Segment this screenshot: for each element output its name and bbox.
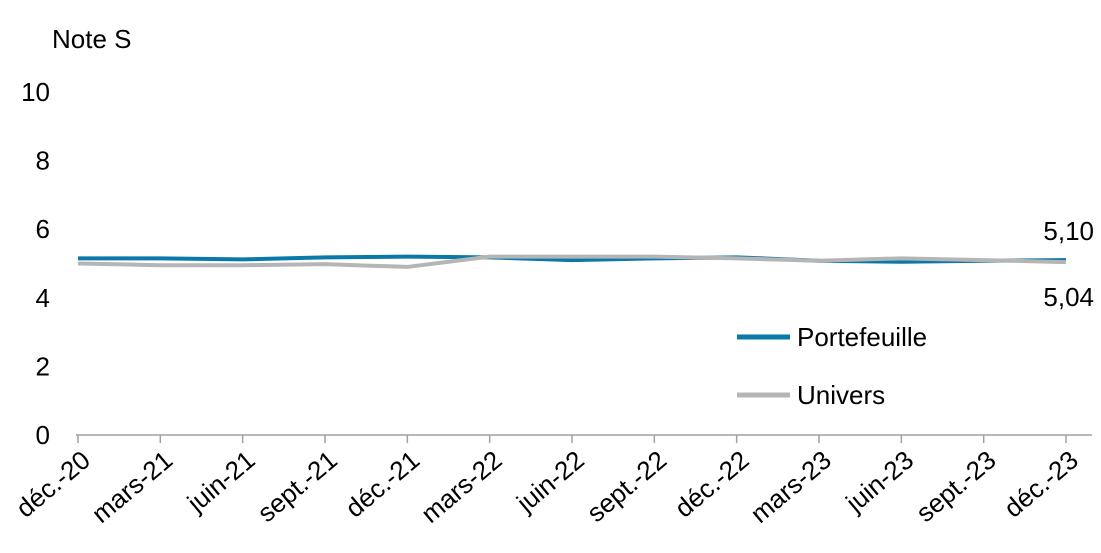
- legend-label: Univers: [797, 380, 885, 410]
- y-tick-label: 4: [36, 283, 50, 313]
- series-line: [78, 254, 1067, 264]
- x-tick-label: déc.-22: [669, 445, 755, 524]
- x-tick-label: juin-23: [839, 445, 919, 519]
- y-tick-label: 2: [36, 351, 50, 381]
- x-tick-label: déc.-20: [10, 445, 96, 524]
- y-tick-label: 10: [21, 77, 50, 107]
- data-label: 5,10: [1043, 216, 1094, 246]
- y-tick-label: 6: [36, 214, 50, 244]
- y-tick-label: 8: [36, 146, 50, 176]
- y-tick-label: 0: [36, 420, 50, 450]
- x-tick-label: mars-23: [745, 445, 837, 529]
- x-tick-label: sept.-21: [252, 445, 343, 528]
- x-tick-label: juin-21: [181, 445, 261, 519]
- x-tick-label: sept.-22: [581, 445, 672, 528]
- x-tick-label: juin-22: [510, 445, 590, 519]
- x-tick-label: mars-21: [86, 445, 178, 529]
- legend-label: Portefeuille: [797, 322, 927, 352]
- x-tick-label: mars-22: [415, 445, 507, 529]
- data-label: 5,04: [1043, 282, 1094, 312]
- y-axis-label: Note S: [52, 24, 132, 54]
- x-tick-label: sept.-23: [910, 445, 1001, 528]
- x-tick-label: déc.-23: [998, 445, 1084, 524]
- x-tick-label: déc.-21: [339, 445, 425, 524]
- series-line: [77, 254, 1067, 269]
